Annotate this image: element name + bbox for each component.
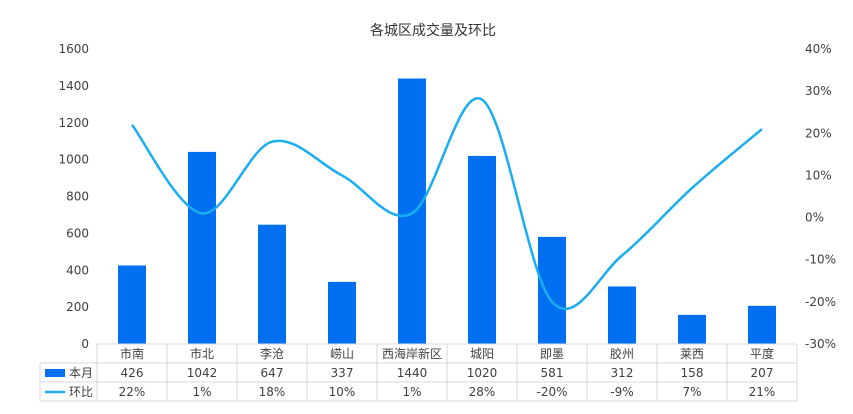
data-label-line: -9% [610, 385, 633, 399]
y-left-tick-label: 800 [66, 190, 89, 204]
y-right-tick-label: 40% [805, 42, 832, 56]
data-label-bar: 337 [331, 366, 354, 380]
data-label-line: 1% [192, 385, 211, 399]
bar-胶州 [608, 286, 636, 344]
data-label-bar: 207 [751, 366, 774, 380]
y-axis-right: -30% -20% -10% 0% 10% 20% 30% 40% [805, 42, 836, 351]
y-right-tick-label: 30% [805, 84, 832, 98]
data-label-bar: 647 [261, 366, 284, 380]
category-label: 即墨 [540, 347, 564, 361]
data-label-line: 1% [402, 385, 421, 399]
bar-城阳 [468, 155, 496, 344]
data-label-bar: 312 [611, 366, 634, 380]
bar-市北 [188, 151, 216, 344]
category-label: 市北 [190, 346, 214, 361]
y-right-tick-label: 20% [805, 126, 832, 140]
legend-label-line: 环比 [69, 385, 93, 399]
bar-平度 [748, 305, 776, 344]
data-label-line: -20% [536, 385, 567, 399]
y-left-tick-label: 400 [66, 263, 89, 277]
bar-李沧 [258, 224, 286, 344]
bar-series [118, 78, 776, 344]
data-label-bar: 581 [541, 366, 564, 380]
category-label: 城阳 [470, 347, 494, 361]
line-huanbi [131, 97, 763, 311]
data-label-line: 22% [119, 385, 146, 399]
y-right-tick-label: -10% [805, 253, 836, 267]
bar-市南 [118, 265, 146, 344]
data-label-line: 18% [259, 385, 286, 399]
legend-label-bar: 本月 [69, 366, 93, 380]
data-label-line: 28% [469, 385, 496, 399]
category-label: 平度 [750, 346, 774, 361]
y-left-tick-label: 1600 [58, 42, 89, 56]
y-left-tick-label: 600 [66, 226, 89, 240]
category-label: 西海岸新区 [382, 346, 442, 361]
y-left-tick-label: 1400 [58, 79, 89, 93]
data-label-line: 10% [329, 385, 356, 399]
legend-key-bar [45, 369, 65, 377]
data-label-bar: 158 [681, 366, 704, 380]
data-label-line: 7% [682, 385, 701, 399]
bar-莱西 [678, 314, 706, 344]
data-label-bar: 1042 [187, 366, 218, 380]
y-left-tick-label: 0 [81, 337, 89, 351]
bar-崂山 [328, 281, 356, 344]
bar-西海岸新区 [398, 78, 426, 344]
y-right-tick-label: -20% [805, 295, 836, 309]
bar-即墨 [538, 236, 566, 344]
y-right-tick-label: 10% [805, 168, 832, 182]
category-label: 胶州 [610, 346, 634, 361]
y-left-tick-label: 1200 [58, 116, 89, 130]
data-label-bar: 1020 [467, 366, 498, 380]
y-right-tick-label: -30% [805, 337, 836, 351]
category-label: 莱西 [680, 347, 704, 361]
data-label-bar: 426 [121, 366, 144, 380]
y-left-tick-label: 1000 [58, 153, 89, 167]
chart-title: 各城区成交量及环比 [370, 22, 496, 39]
data-label-line: 21% [749, 385, 776, 399]
y-right-tick-label: 0% [805, 211, 824, 225]
y-axis-left: 0 200 400 600 800 1000 1200 1400 1600 [58, 42, 89, 351]
line-series [131, 97, 763, 311]
y-left-tick-label: 200 [66, 300, 89, 314]
category-label: 崂山 [330, 347, 354, 361]
category-label: 市南 [120, 346, 144, 361]
data-label-bar: 1440 [397, 366, 428, 380]
category-label: 李沧 [260, 346, 284, 361]
